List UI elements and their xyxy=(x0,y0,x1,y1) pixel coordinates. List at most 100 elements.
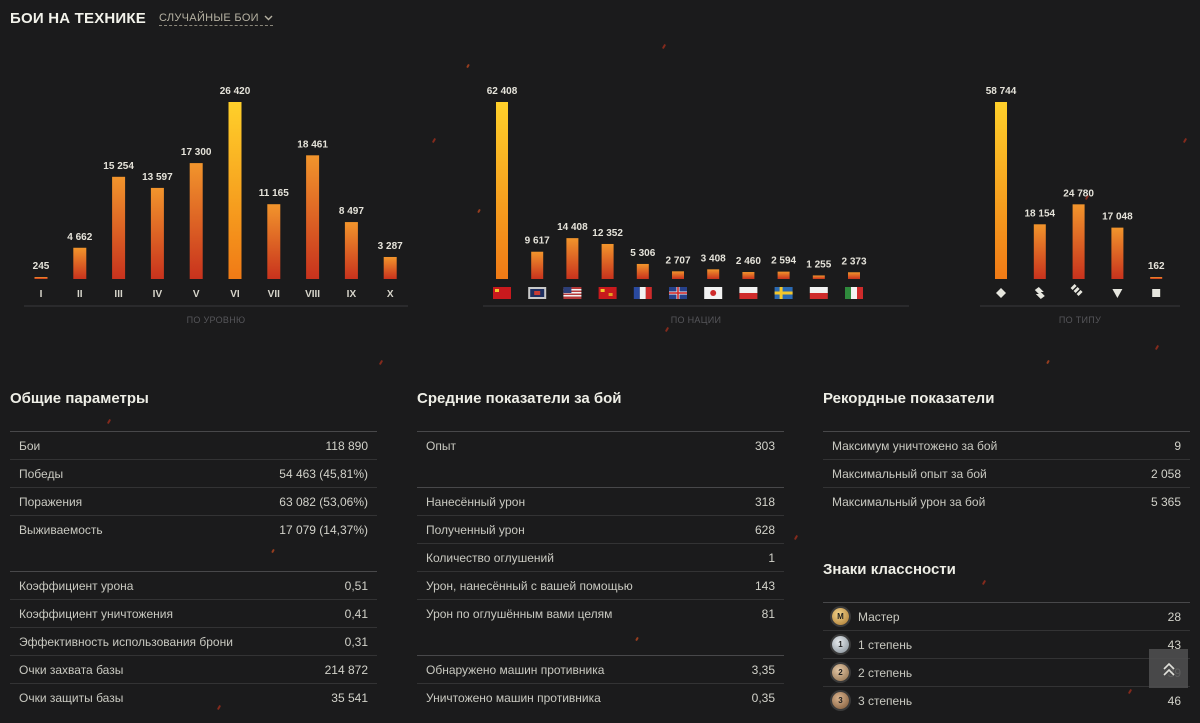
china-flag-icon xyxy=(598,287,617,299)
bar-VII[interactable] xyxy=(267,204,281,279)
bar-poland[interactable] xyxy=(812,275,825,279)
stat-value: 214 872 xyxy=(324,662,368,677)
battles-charts: 245 I 4 662 II 15 254 III 13 597 IV 17 300 V 26 42… xyxy=(24,86,1180,325)
bar-value-label: 12 352 xyxy=(592,228,623,239)
stat-value: 143 xyxy=(754,578,775,593)
usa-flag-icon xyxy=(563,287,582,299)
bar-IX[interactable] xyxy=(344,222,358,279)
bar-france[interactable] xyxy=(636,263,649,279)
stat-row: Опыт 303 xyxy=(417,431,784,459)
general-stats-title: Общие параметры xyxy=(10,390,149,407)
bar-X[interactable] xyxy=(383,256,397,279)
records-section: Рекордные показатели xyxy=(823,390,1190,407)
bar-value-label: 26 420 xyxy=(220,86,251,97)
bar-value-label: 17 300 xyxy=(181,147,212,158)
bar-uk[interactable] xyxy=(672,271,684,279)
japan-flag-icon xyxy=(704,287,723,299)
stat-row: Максимум уничтожено за бой 9 xyxy=(823,431,1190,459)
stat-label: Коэффициент урона xyxy=(19,578,134,593)
td-tank-icon xyxy=(1112,289,1123,298)
general-stats-table: Бои 118 890 Победы 54 463 (45,81%) Поражения… xyxy=(10,431,377,711)
average-stats-section: Средние показатели за бой xyxy=(417,390,784,407)
stat-row: Выживаемость 17 079 (14,37%) xyxy=(10,515,377,543)
battle-mode-dropdown[interactable]: СЛУЧАЙНЫЕ БОИ xyxy=(158,12,273,26)
ussr-flag-icon xyxy=(493,287,511,299)
bar-japan[interactable] xyxy=(707,269,720,279)
stat-label: Поражения xyxy=(19,494,83,509)
mastery-title: Знаки классности xyxy=(823,561,956,578)
spg-tank-icon xyxy=(1152,289,1161,297)
bar-china[interactable] xyxy=(601,243,614,279)
stat-row: Коэффициент урона 0,51 xyxy=(10,571,377,599)
bar-heavy[interactable] xyxy=(1072,204,1085,279)
bar-V[interactable] xyxy=(189,163,203,279)
bar-VIII[interactable] xyxy=(306,155,320,279)
stat-value: 1 xyxy=(768,550,775,565)
bar-usa[interactable] xyxy=(566,238,579,279)
bar-value-label: 15 254 xyxy=(103,161,134,172)
bar-ussr[interactable] xyxy=(496,102,508,279)
bar-VI[interactable] xyxy=(228,102,242,279)
stat-row: Обнаружено машин противника 3,35 xyxy=(417,655,784,683)
page-header: БОИ НА ТЕХНИКЕ СЛУЧАЙНЫЕ БОИ xyxy=(10,10,273,27)
bar-III[interactable] xyxy=(112,176,126,279)
stat-label: Нанесённый урон xyxy=(426,494,526,509)
scroll-to-top-button[interactable] xyxy=(1149,649,1188,688)
stat-value: 43 xyxy=(1167,637,1181,652)
stat-label: Коэффициент уничтожения xyxy=(19,606,173,621)
stat-label: Максимальный урон за бой xyxy=(832,494,986,509)
mastery-section: Знаки классности xyxy=(823,561,1190,578)
stat-row: Эффективность использования брони 0,31 xyxy=(10,627,377,655)
tier-label: VII xyxy=(268,289,280,300)
chart-by-type: 58 744 18 154 24 780 17 048 162 ПО ТИПУ xyxy=(980,86,1180,325)
stat-row: 1 1 степень 43 xyxy=(823,630,1190,658)
stat-value: 28 xyxy=(1167,609,1181,624)
chart-axis-caption: ПО НАЦИИ xyxy=(671,315,721,325)
stat-label: Мастер xyxy=(858,609,900,624)
stat-row: Урон, нанесённый с вашей помощью 143 xyxy=(417,571,784,599)
stat-label: Максимальный опыт за бой xyxy=(832,466,987,481)
tier-label: VIII xyxy=(305,289,320,300)
bar-germany[interactable] xyxy=(531,251,544,279)
stat-label: Эффективность использования брони xyxy=(19,634,233,649)
bar-medium[interactable] xyxy=(1033,224,1046,279)
bar-spg[interactable] xyxy=(1150,277,1163,279)
bar-II[interactable] xyxy=(73,247,87,279)
bar-czech[interactable] xyxy=(742,272,755,279)
bar-italy[interactable] xyxy=(848,272,860,279)
bar-value-label: 2 707 xyxy=(665,255,690,266)
bar-value-label: 14 408 xyxy=(557,222,588,233)
germany-flag-icon xyxy=(528,287,547,299)
chevron-down-icon xyxy=(264,15,273,20)
stat-row: Поражения 63 082 (53,06%) xyxy=(10,487,377,515)
stat-label: Победы xyxy=(19,466,64,481)
tier-label: I xyxy=(40,289,43,300)
bar-value-label: 9 617 xyxy=(525,236,550,247)
bar-value-label: 2 373 xyxy=(841,256,866,267)
double-chevron-up-icon xyxy=(1162,662,1175,676)
stat-row: Бои 118 890 xyxy=(10,431,377,459)
stat-value: 628 xyxy=(754,522,775,537)
bar-value-label: 162 xyxy=(1148,261,1165,272)
bar-value-label: 24 780 xyxy=(1063,188,1094,199)
bar-value-label: 13 597 xyxy=(142,172,173,183)
bar-IV[interactable] xyxy=(150,187,164,279)
bar-sweden[interactable] xyxy=(777,271,790,279)
stat-row: Урон по оглушённым вами целям 81 xyxy=(417,599,784,627)
stat-value: 81 xyxy=(761,606,775,621)
bar-I[interactable] xyxy=(34,277,48,279)
stat-row: Максимальный опыт за бой 2 058 xyxy=(823,459,1190,487)
italy-flag-icon xyxy=(845,287,863,299)
stat-label: Выживаемость xyxy=(19,522,103,537)
chart-axis-caption: ПО ТИПУ xyxy=(1059,315,1101,325)
average-stats-table: Опыт 303 Нанесённый урон 318 Полученный урон… xyxy=(417,431,784,711)
bar-td[interactable] xyxy=(1111,227,1124,279)
stat-label: Урон по оглушённым вами целям xyxy=(426,606,613,621)
france-flag-icon xyxy=(633,287,652,299)
stat-row: Коэффициент уничтожения 0,41 xyxy=(10,599,377,627)
bar-light[interactable] xyxy=(995,102,1007,279)
bar-value-label: 18 154 xyxy=(1025,208,1056,219)
stat-value: 46 xyxy=(1167,693,1181,708)
bar-value-label: 1 255 xyxy=(806,259,831,270)
